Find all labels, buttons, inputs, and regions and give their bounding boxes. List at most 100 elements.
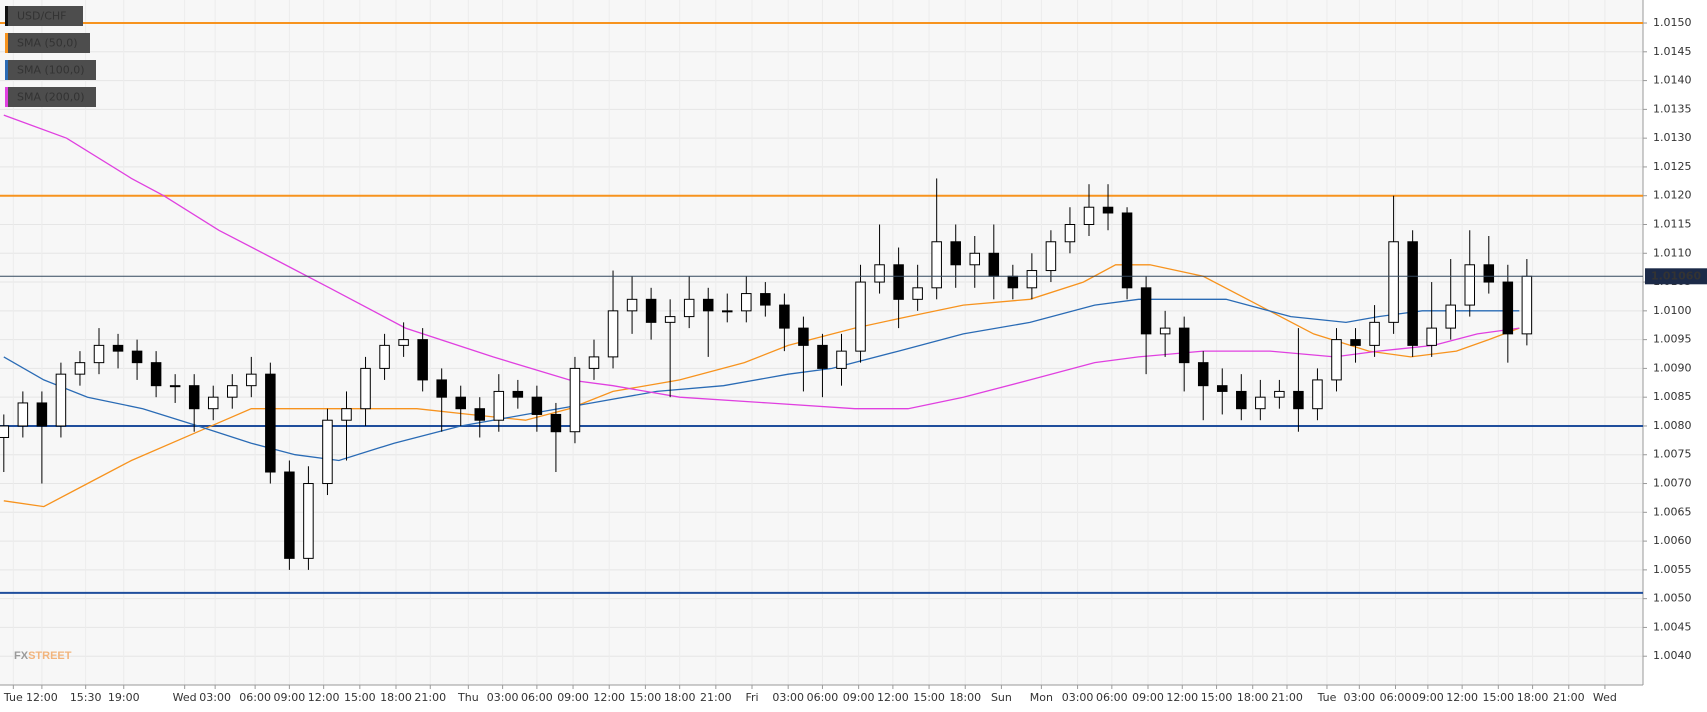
sma-line xyxy=(3,298,1520,462)
x-tick-label: Mon xyxy=(1030,691,1053,704)
y-tick-label: 1.0125 xyxy=(1653,160,1692,173)
candle-body xyxy=(722,310,733,313)
y-tick-label: 1.0080 xyxy=(1653,419,1692,432)
y-tick-label: 1.0090 xyxy=(1653,361,1692,374)
x-tick-label: 12:00 xyxy=(1446,691,1478,704)
candle-body xyxy=(779,304,790,329)
y-tick-label: 1.0135 xyxy=(1653,102,1692,115)
candle-body xyxy=(303,483,314,559)
candle-body xyxy=(265,373,276,473)
candle-body xyxy=(227,385,238,398)
candle-body xyxy=(455,396,466,410)
candle-body xyxy=(1007,275,1019,289)
x-tick-label: 09:00 xyxy=(843,691,875,704)
y-tick-label: 1.0070 xyxy=(1653,477,1692,490)
legend-box xyxy=(5,6,83,26)
candle-body xyxy=(360,367,371,410)
candle-body xyxy=(1045,241,1057,272)
candle-body xyxy=(1236,390,1247,410)
legend-swatch xyxy=(5,60,8,80)
last-price-label: 1.01060 xyxy=(1651,269,1701,282)
candle-body xyxy=(112,344,124,352)
x-tick-label: 21:00 xyxy=(700,691,732,704)
candle-body xyxy=(436,379,447,398)
x-tick-label: 03:00 xyxy=(1343,691,1375,704)
y-tick-label: 1.0130 xyxy=(1653,131,1692,144)
y-tick-label: 1.0100 xyxy=(1653,304,1692,317)
x-tick-label: 15:00 xyxy=(1482,691,1514,704)
legend-label: SMA (50,0) xyxy=(17,37,78,50)
candle-body xyxy=(1350,339,1361,346)
legend-box xyxy=(5,33,90,53)
candle-body xyxy=(1159,327,1171,335)
candle-body xyxy=(760,293,771,306)
candle-body xyxy=(1121,212,1133,289)
x-tick-label: 12:00 xyxy=(26,691,58,704)
x-tick-label: 15:30 xyxy=(70,691,102,704)
candle-body xyxy=(893,264,904,300)
candle-body xyxy=(1102,206,1114,214)
x-tick-label: 18:00 xyxy=(1237,691,1269,704)
x-tick-label: 03:00 xyxy=(199,691,231,704)
x-tick-label: 21:00 xyxy=(1553,691,1585,704)
candle-body xyxy=(1140,287,1152,335)
x-tick-label: Tue xyxy=(1317,691,1337,704)
y-tick-label: 1.0110 xyxy=(1653,246,1692,259)
x-tick-label: Wed xyxy=(1593,691,1617,704)
candle-body xyxy=(1312,379,1323,410)
x-tick-label: 06:00 xyxy=(1096,691,1128,704)
candle-body xyxy=(969,252,981,266)
candle-body xyxy=(1483,264,1495,283)
candle-body xyxy=(284,471,295,559)
watermark: FXSTREET xyxy=(14,650,72,662)
x-tick-label: 09:00 xyxy=(274,691,306,704)
candle-body xyxy=(36,402,48,427)
candle-body xyxy=(169,385,181,388)
y-tick-label: 1.0145 xyxy=(1653,45,1692,58)
y-tick-label: 1.0115 xyxy=(1653,217,1692,230)
x-tick-label: Fri xyxy=(745,691,758,704)
candle-body xyxy=(1083,206,1095,225)
candle-body xyxy=(798,327,809,346)
candle-body xyxy=(188,385,200,410)
y-tick-label: 1.0075 xyxy=(1653,448,1692,461)
legend-label: USD/CHF xyxy=(17,10,67,23)
candle-body xyxy=(874,264,885,283)
candle-body xyxy=(1293,390,1304,410)
candle-body xyxy=(569,367,581,433)
candle-body xyxy=(702,298,714,312)
candle-body xyxy=(531,396,543,415)
y-tick-label: 1.0050 xyxy=(1653,592,1692,605)
last-price-box xyxy=(1645,268,1707,285)
y-tick-label: 1.0150 xyxy=(1653,16,1692,29)
candle-body xyxy=(817,344,828,369)
candle-body xyxy=(417,339,428,381)
x-tick-label: 21:00 xyxy=(1271,691,1303,704)
candle-body xyxy=(836,350,847,369)
x-tick-label: 18:00 xyxy=(1517,691,1549,704)
candle-body xyxy=(1388,241,1399,323)
x-tick-label: 12:00 xyxy=(877,691,909,704)
watermark-part: FX xyxy=(14,650,29,662)
candle-body xyxy=(246,373,257,387)
watermark-part: STREET xyxy=(28,650,72,662)
legend-swatch xyxy=(5,87,8,107)
candle-body xyxy=(855,281,866,352)
legend-box xyxy=(5,87,96,107)
legend-swatch xyxy=(5,6,8,26)
sma-line xyxy=(3,264,1520,508)
x-tick-label: 09:00 xyxy=(1132,691,1164,704)
candle-body xyxy=(1197,362,1209,387)
x-tick-label: Wed xyxy=(173,691,197,704)
x-tick-label: 03:00 xyxy=(487,691,519,704)
candle-body xyxy=(398,339,409,346)
candle-body xyxy=(1274,390,1285,398)
candle-body xyxy=(93,344,105,364)
candle-body xyxy=(512,390,524,398)
x-tick-label: 15:00 xyxy=(913,691,945,704)
x-tick-label: 03:00 xyxy=(1062,691,1094,704)
y-tick-label: 1.0045 xyxy=(1653,620,1692,633)
x-tick-label: 18:00 xyxy=(380,691,412,704)
x-tick-label: 06:00 xyxy=(1380,691,1412,704)
